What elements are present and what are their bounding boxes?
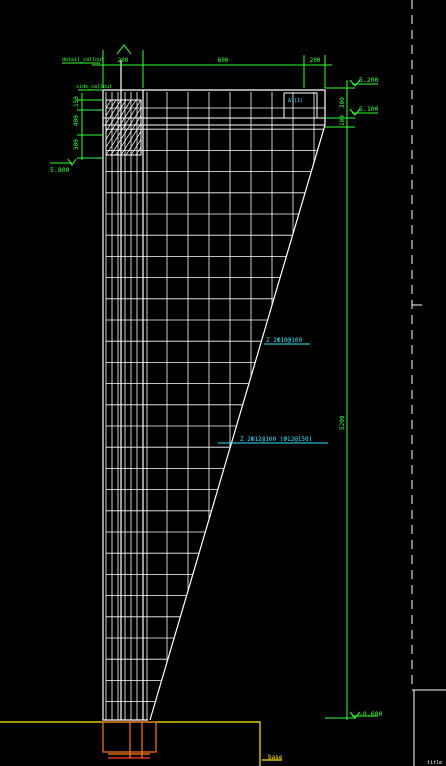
hatch-line-7 bbox=[106, 100, 141, 155]
wall-outline bbox=[102, 60, 326, 721]
dim-top-mid: 600 bbox=[218, 57, 229, 64]
corner-tag: title bbox=[427, 760, 442, 766]
hatch-line-12 bbox=[130, 138, 141, 155]
left-seg-1: 150 bbox=[73, 96, 80, 107]
hatch-line-5 bbox=[106, 100, 132, 140]
frame-border bbox=[411, 0, 446, 766]
top-beam-inset bbox=[283, 92, 318, 119]
wall-top-edge bbox=[103, 89, 326, 125]
beam-section-hatch bbox=[105, 99, 142, 156]
top-callout-text: detail_callout bbox=[62, 57, 104, 63]
elev-second-mark bbox=[349, 108, 361, 116]
right-total: 5200 bbox=[339, 415, 346, 430]
left-side-callout: side_callout bbox=[76, 84, 112, 90]
dimension-lines bbox=[50, 44, 378, 720]
hatch-line-6 bbox=[106, 100, 137, 148]
hatch-line-4 bbox=[106, 100, 127, 133]
right-seg-2: 100 bbox=[339, 115, 346, 126]
annotation-leaders bbox=[218, 343, 328, 444]
hatch-line-8 bbox=[110, 107, 141, 155]
dim-top-left: 200 bbox=[118, 57, 129, 64]
hatch-line-10 bbox=[120, 122, 141, 155]
elev-left-label: 5.800 bbox=[50, 166, 70, 174]
left-seg-3: 300 bbox=[73, 139, 80, 150]
reinforcement-grid bbox=[105, 92, 325, 720]
elev-bottom-label: -0.600 bbox=[359, 710, 383, 718]
dim-top-right: 200 bbox=[310, 57, 321, 64]
elev-top-label: 5.200 bbox=[359, 76, 379, 84]
wall-left-edge bbox=[102, 90, 148, 721]
inset-tag: A1(1) bbox=[288, 98, 303, 104]
hatch-line-2 bbox=[106, 100, 117, 117]
top-callout-mark bbox=[116, 44, 132, 55]
elev-second-label: 5.100 bbox=[359, 105, 379, 113]
ground-and-footing bbox=[0, 721, 282, 766]
right-seg-1: 300 bbox=[339, 97, 346, 108]
ground-line bbox=[0, 721, 261, 766]
hatch-line-3 bbox=[106, 100, 122, 125]
wall-sloped-edge bbox=[149, 124, 326, 721]
left-seg-2: 400 bbox=[73, 115, 80, 126]
annotation-label-1: Z 2Ф10@100 bbox=[266, 337, 303, 344]
bottom-mark: base bbox=[268, 754, 283, 761]
hatch-lines bbox=[106, 100, 141, 155]
elev-top-mark bbox=[349, 79, 361, 87]
left-elev-mark bbox=[67, 158, 77, 166]
annotation-label-2: Z 2Ф12@100 (Ф12@150) bbox=[240, 436, 312, 443]
hatch-line-11 bbox=[125, 130, 141, 155]
hatch-line-9 bbox=[115, 115, 141, 155]
top-beam bbox=[103, 92, 325, 156]
elev-bottom-mark bbox=[349, 711, 361, 719]
text-labels: 200 600 200 detail_callout side_callout … bbox=[50, 57, 442, 766]
